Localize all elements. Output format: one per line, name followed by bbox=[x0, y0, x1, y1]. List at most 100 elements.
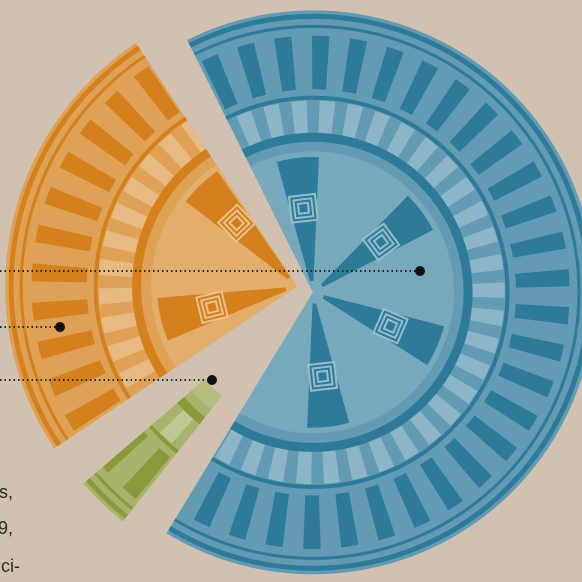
decoration bbox=[228, 214, 246, 232]
decoration bbox=[292, 197, 315, 220]
text-fragment: 9, bbox=[0, 518, 13, 538]
decoration bbox=[367, 435, 395, 473]
decoration bbox=[341, 103, 364, 140]
decoration bbox=[8, 42, 298, 449]
decoration bbox=[307, 303, 350, 428]
decoration bbox=[216, 203, 257, 243]
decoration bbox=[515, 269, 570, 288]
decoration bbox=[291, 100, 308, 136]
decoration bbox=[399, 60, 439, 116]
decoration bbox=[193, 472, 232, 528]
decoration bbox=[276, 156, 319, 282]
decoration bbox=[345, 443, 368, 481]
decoration bbox=[393, 472, 431, 528]
decoration bbox=[467, 254, 504, 274]
decoration bbox=[320, 195, 434, 288]
decoration bbox=[470, 282, 505, 298]
text-fragment: ci- bbox=[1, 556, 20, 576]
decoration bbox=[385, 122, 416, 159]
decoration bbox=[237, 42, 267, 99]
decoration bbox=[382, 318, 399, 334]
decoration bbox=[500, 195, 557, 229]
decoration bbox=[405, 137, 438, 173]
decoration bbox=[31, 299, 89, 321]
decoration bbox=[44, 186, 103, 222]
decoration bbox=[104, 90, 156, 142]
decoration bbox=[439, 176, 475, 208]
decoration bbox=[451, 200, 489, 229]
decoration bbox=[296, 201, 311, 215]
decoration bbox=[132, 121, 298, 449]
decoration bbox=[204, 299, 220, 315]
decoration bbox=[110, 202, 149, 230]
decoration bbox=[185, 171, 291, 280]
decoration bbox=[222, 208, 251, 238]
decoration bbox=[311, 365, 334, 388]
decoration bbox=[166, 132, 473, 452]
decoration bbox=[102, 230, 141, 254]
decoration bbox=[372, 307, 409, 345]
decoration bbox=[59, 151, 116, 193]
decoration bbox=[123, 176, 161, 208]
decoration bbox=[470, 130, 523, 175]
decoration bbox=[367, 228, 395, 256]
decoration bbox=[465, 415, 518, 462]
decoration bbox=[160, 408, 195, 444]
decoration bbox=[312, 35, 330, 90]
decoration bbox=[420, 457, 463, 511]
decoration bbox=[35, 224, 93, 252]
decoration bbox=[195, 290, 229, 325]
decoration bbox=[498, 362, 554, 398]
decoration bbox=[315, 369, 330, 384]
decoration bbox=[37, 330, 95, 360]
leader-dot bbox=[55, 322, 65, 332]
leaders bbox=[0, 266, 425, 385]
decoration bbox=[303, 495, 321, 549]
decoration bbox=[215, 428, 244, 465]
decoration bbox=[462, 330, 500, 354]
decoration bbox=[64, 388, 121, 431]
decoration bbox=[426, 392, 462, 426]
wedges bbox=[5, 10, 582, 575]
decoration bbox=[371, 46, 404, 103]
decoration bbox=[98, 258, 136, 278]
decoration bbox=[166, 24, 581, 560]
decoration bbox=[274, 36, 296, 92]
decoration bbox=[295, 449, 312, 485]
decoration bbox=[122, 447, 171, 500]
decoration bbox=[342, 38, 368, 94]
decoration bbox=[240, 438, 266, 476]
decoration bbox=[510, 231, 566, 258]
decoration bbox=[307, 360, 339, 392]
decoration bbox=[449, 102, 499, 152]
decoration bbox=[139, 153, 176, 188]
decoration bbox=[461, 226, 498, 251]
decoration bbox=[389, 423, 419, 461]
leader-dot bbox=[207, 375, 217, 385]
decoration bbox=[514, 304, 570, 325]
decoration bbox=[267, 445, 289, 482]
leader-dot bbox=[415, 266, 425, 276]
decoration bbox=[364, 484, 396, 541]
decoration bbox=[441, 373, 478, 405]
decoration bbox=[93, 82, 298, 449]
decoration bbox=[236, 110, 262, 148]
decoration bbox=[118, 358, 157, 388]
decoration bbox=[101, 312, 139, 334]
decoration bbox=[287, 192, 319, 224]
decoration bbox=[158, 133, 194, 170]
decoration bbox=[364, 110, 390, 148]
decoration bbox=[228, 484, 260, 540]
decoration bbox=[377, 312, 404, 340]
decoration bbox=[361, 222, 401, 262]
decoration bbox=[166, 95, 510, 489]
decoration bbox=[19, 42, 298, 449]
decoration bbox=[372, 233, 390, 251]
decoration bbox=[31, 263, 88, 283]
decoration bbox=[265, 491, 289, 548]
decoration bbox=[322, 295, 445, 366]
decoration bbox=[48, 360, 106, 397]
decoration bbox=[263, 103, 285, 140]
text-fragment: s, bbox=[0, 482, 13, 502]
